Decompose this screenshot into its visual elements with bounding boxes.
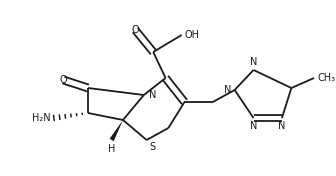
Text: N: N: [250, 121, 257, 131]
Text: N: N: [250, 57, 257, 67]
Text: H: H: [108, 144, 115, 154]
Text: S: S: [150, 142, 156, 152]
Text: H₂N: H₂N: [32, 113, 50, 123]
Text: N: N: [149, 90, 156, 100]
Text: CH₃: CH₃: [318, 73, 336, 83]
Text: N: N: [278, 121, 286, 131]
Text: O: O: [131, 25, 139, 35]
Text: O: O: [59, 75, 67, 85]
Polygon shape: [110, 120, 123, 141]
Text: OH: OH: [184, 30, 200, 40]
Text: N: N: [224, 85, 232, 95]
